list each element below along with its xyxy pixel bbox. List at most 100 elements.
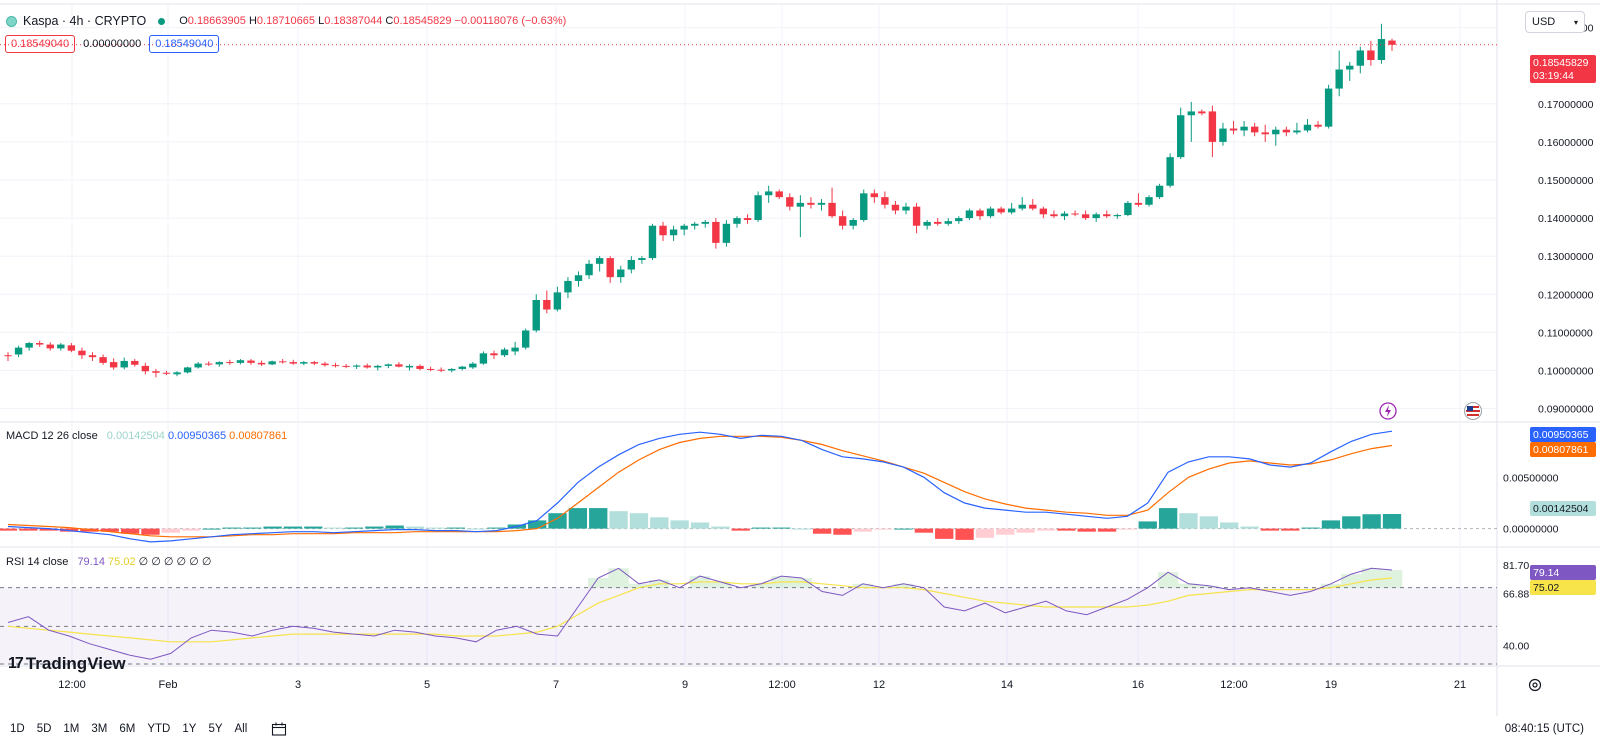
bearish-candle xyxy=(363,365,371,368)
timeframe-1m-button[interactable]: 1M xyxy=(63,722,80,735)
timeframe-ytd-button[interactable]: YTD xyxy=(147,722,171,735)
bullish-candle xyxy=(553,292,562,310)
bearish-candle xyxy=(226,362,234,364)
change-value: −0.00118076 (−0.63%) xyxy=(454,15,567,27)
macd-histogram-bar xyxy=(731,528,750,531)
currency-selector[interactable]: USD ▾ xyxy=(1525,11,1585,33)
bearish-candle xyxy=(1367,50,1375,60)
time-tick-label: 7 xyxy=(553,679,559,691)
bullish-candle xyxy=(1377,39,1386,60)
time-tick-label: 12:00 xyxy=(58,679,86,691)
macd-histogram-bar xyxy=(1382,513,1402,529)
open-value: 0.18663905 xyxy=(187,15,246,27)
bearish-candle xyxy=(109,362,118,368)
bullish-candle xyxy=(944,221,952,224)
macd-histogram-bar xyxy=(1138,521,1157,529)
macd-histogram-bar xyxy=(1118,528,1137,530)
bearish-candle xyxy=(162,372,171,374)
bullish-candle xyxy=(1272,129,1280,135)
time-tick-label: 12:00 xyxy=(1220,679,1248,691)
macd-histogram-bar xyxy=(894,528,913,530)
bearish-candle xyxy=(891,204,900,211)
symbol-legend[interactable]: Kaspa · 4h · CRYPTO O0.18663905 H0.18710… xyxy=(6,12,566,30)
bullish-candle xyxy=(448,368,456,371)
time-tick-label: 14 xyxy=(1001,679,1013,691)
time-tick-label: 12 xyxy=(873,679,885,691)
bearish-candle xyxy=(395,364,403,367)
macd-legend[interactable]: MACD 12 26 close 0.00142504 0.00950365 0… xyxy=(6,430,287,442)
buy-price-box[interactable]: 0.18549040 xyxy=(149,35,220,53)
flash-event-icon[interactable] xyxy=(1379,402,1397,420)
close-value: 0.18545829 xyxy=(393,15,452,27)
time-tick-label: 9 xyxy=(682,679,688,691)
macd-signal-legend: 0.00807861 xyxy=(229,430,288,442)
market-status-icon xyxy=(158,17,166,25)
bullish-candle xyxy=(1113,215,1122,217)
bearish-candle xyxy=(247,360,255,363)
macd-histogram-bar xyxy=(487,527,506,529)
macd-histogram-bar xyxy=(1077,528,1096,532)
price-tick-label: 0.14000000 xyxy=(1538,213,1594,225)
timeframe-all-button[interactable]: All xyxy=(234,722,248,735)
timeframe-5d-button[interactable]: 5D xyxy=(36,722,52,735)
bullish-candle xyxy=(849,220,857,226)
rsi-overbought-fill xyxy=(588,568,1403,588)
macd-histogram-bar xyxy=(975,528,995,538)
macd-histogram-bar xyxy=(1301,527,1320,529)
macd-line xyxy=(7,430,1393,543)
timeframe-3m-button[interactable]: 3M xyxy=(91,722,108,735)
bullish-candle xyxy=(1293,130,1301,133)
us-flag-event-icon[interactable] xyxy=(1463,401,1483,421)
bearish-candle xyxy=(88,355,97,358)
calendar-range-icon[interactable] xyxy=(271,722,287,736)
bullish-candle xyxy=(25,343,33,348)
settings-gear-icon[interactable] xyxy=(1528,678,1542,692)
bullish-candle xyxy=(648,225,657,259)
bullish-candle xyxy=(405,365,414,368)
chart-canvas[interactable]: 0.190000000.170000000.160000000.15000000… xyxy=(0,0,1600,716)
macd-histogram-bar xyxy=(629,513,649,529)
chevron-down-icon: ▾ xyxy=(1573,17,1578,27)
macd-histogram-bar xyxy=(19,528,38,531)
timeframe-1y-button[interactable]: 1Y xyxy=(182,722,197,735)
macd-histogram-bar xyxy=(405,526,425,529)
macd-histogram-bar xyxy=(1342,516,1361,529)
macd-histogram-bar xyxy=(650,517,669,529)
price-tick-label: 0.17000000 xyxy=(1538,99,1594,111)
bearish-candle xyxy=(67,345,76,351)
bullish-candle xyxy=(585,263,593,276)
rsi-ma-legend-value: 75.02 xyxy=(108,556,136,568)
macd-histogram-bar xyxy=(1321,520,1341,529)
rsi-legend[interactable]: RSI 14 close 79.14 75.02 ∅ ∅ ∅ ∅ ∅ ∅ xyxy=(6,555,211,568)
bullish-candle xyxy=(902,206,910,211)
bullish-candle xyxy=(1145,197,1153,205)
bullish-candle xyxy=(1346,65,1354,70)
bearish-candle xyxy=(828,202,836,217)
macd-histogram-bar xyxy=(263,526,282,529)
close-label: C xyxy=(385,15,394,27)
macd-histogram-bar xyxy=(283,526,303,529)
bullish-candle xyxy=(965,210,974,219)
bullish-candle xyxy=(817,202,826,205)
price-tick-label: 0.10000000 xyxy=(1538,365,1594,377)
timeframe-6m-button[interactable]: 6M xyxy=(119,722,136,735)
timeframe-1d-button[interactable]: 1D xyxy=(10,722,25,735)
rsi-tick-label: 81.70 xyxy=(1503,560,1529,572)
macd-histogram-bar xyxy=(120,528,140,534)
macd-histogram-bar xyxy=(609,511,628,529)
tradingview-logo[interactable]: 17 TradingView xyxy=(8,654,126,674)
bearish-candle xyxy=(543,300,551,310)
sell-price-box[interactable]: 0.18549040 xyxy=(5,35,76,53)
bearish-candle xyxy=(775,191,783,198)
grid-lines xyxy=(0,0,1600,716)
macd-histogram-bar xyxy=(935,528,954,539)
bearish-candle xyxy=(35,343,44,345)
macd-histogram-bar xyxy=(670,520,689,529)
spread-value: 0.00000000 xyxy=(83,38,142,50)
currency-label: USD xyxy=(1532,16,1556,28)
utc-clock[interactable]: 08:40:15 (UTC) xyxy=(1504,722,1584,735)
timeframe-5y-button[interactable]: 5Y xyxy=(208,722,223,735)
symbol-title[interactable]: Kaspa · 4h · CRYPTO xyxy=(23,14,147,28)
macd-histogram-bar xyxy=(141,528,160,535)
